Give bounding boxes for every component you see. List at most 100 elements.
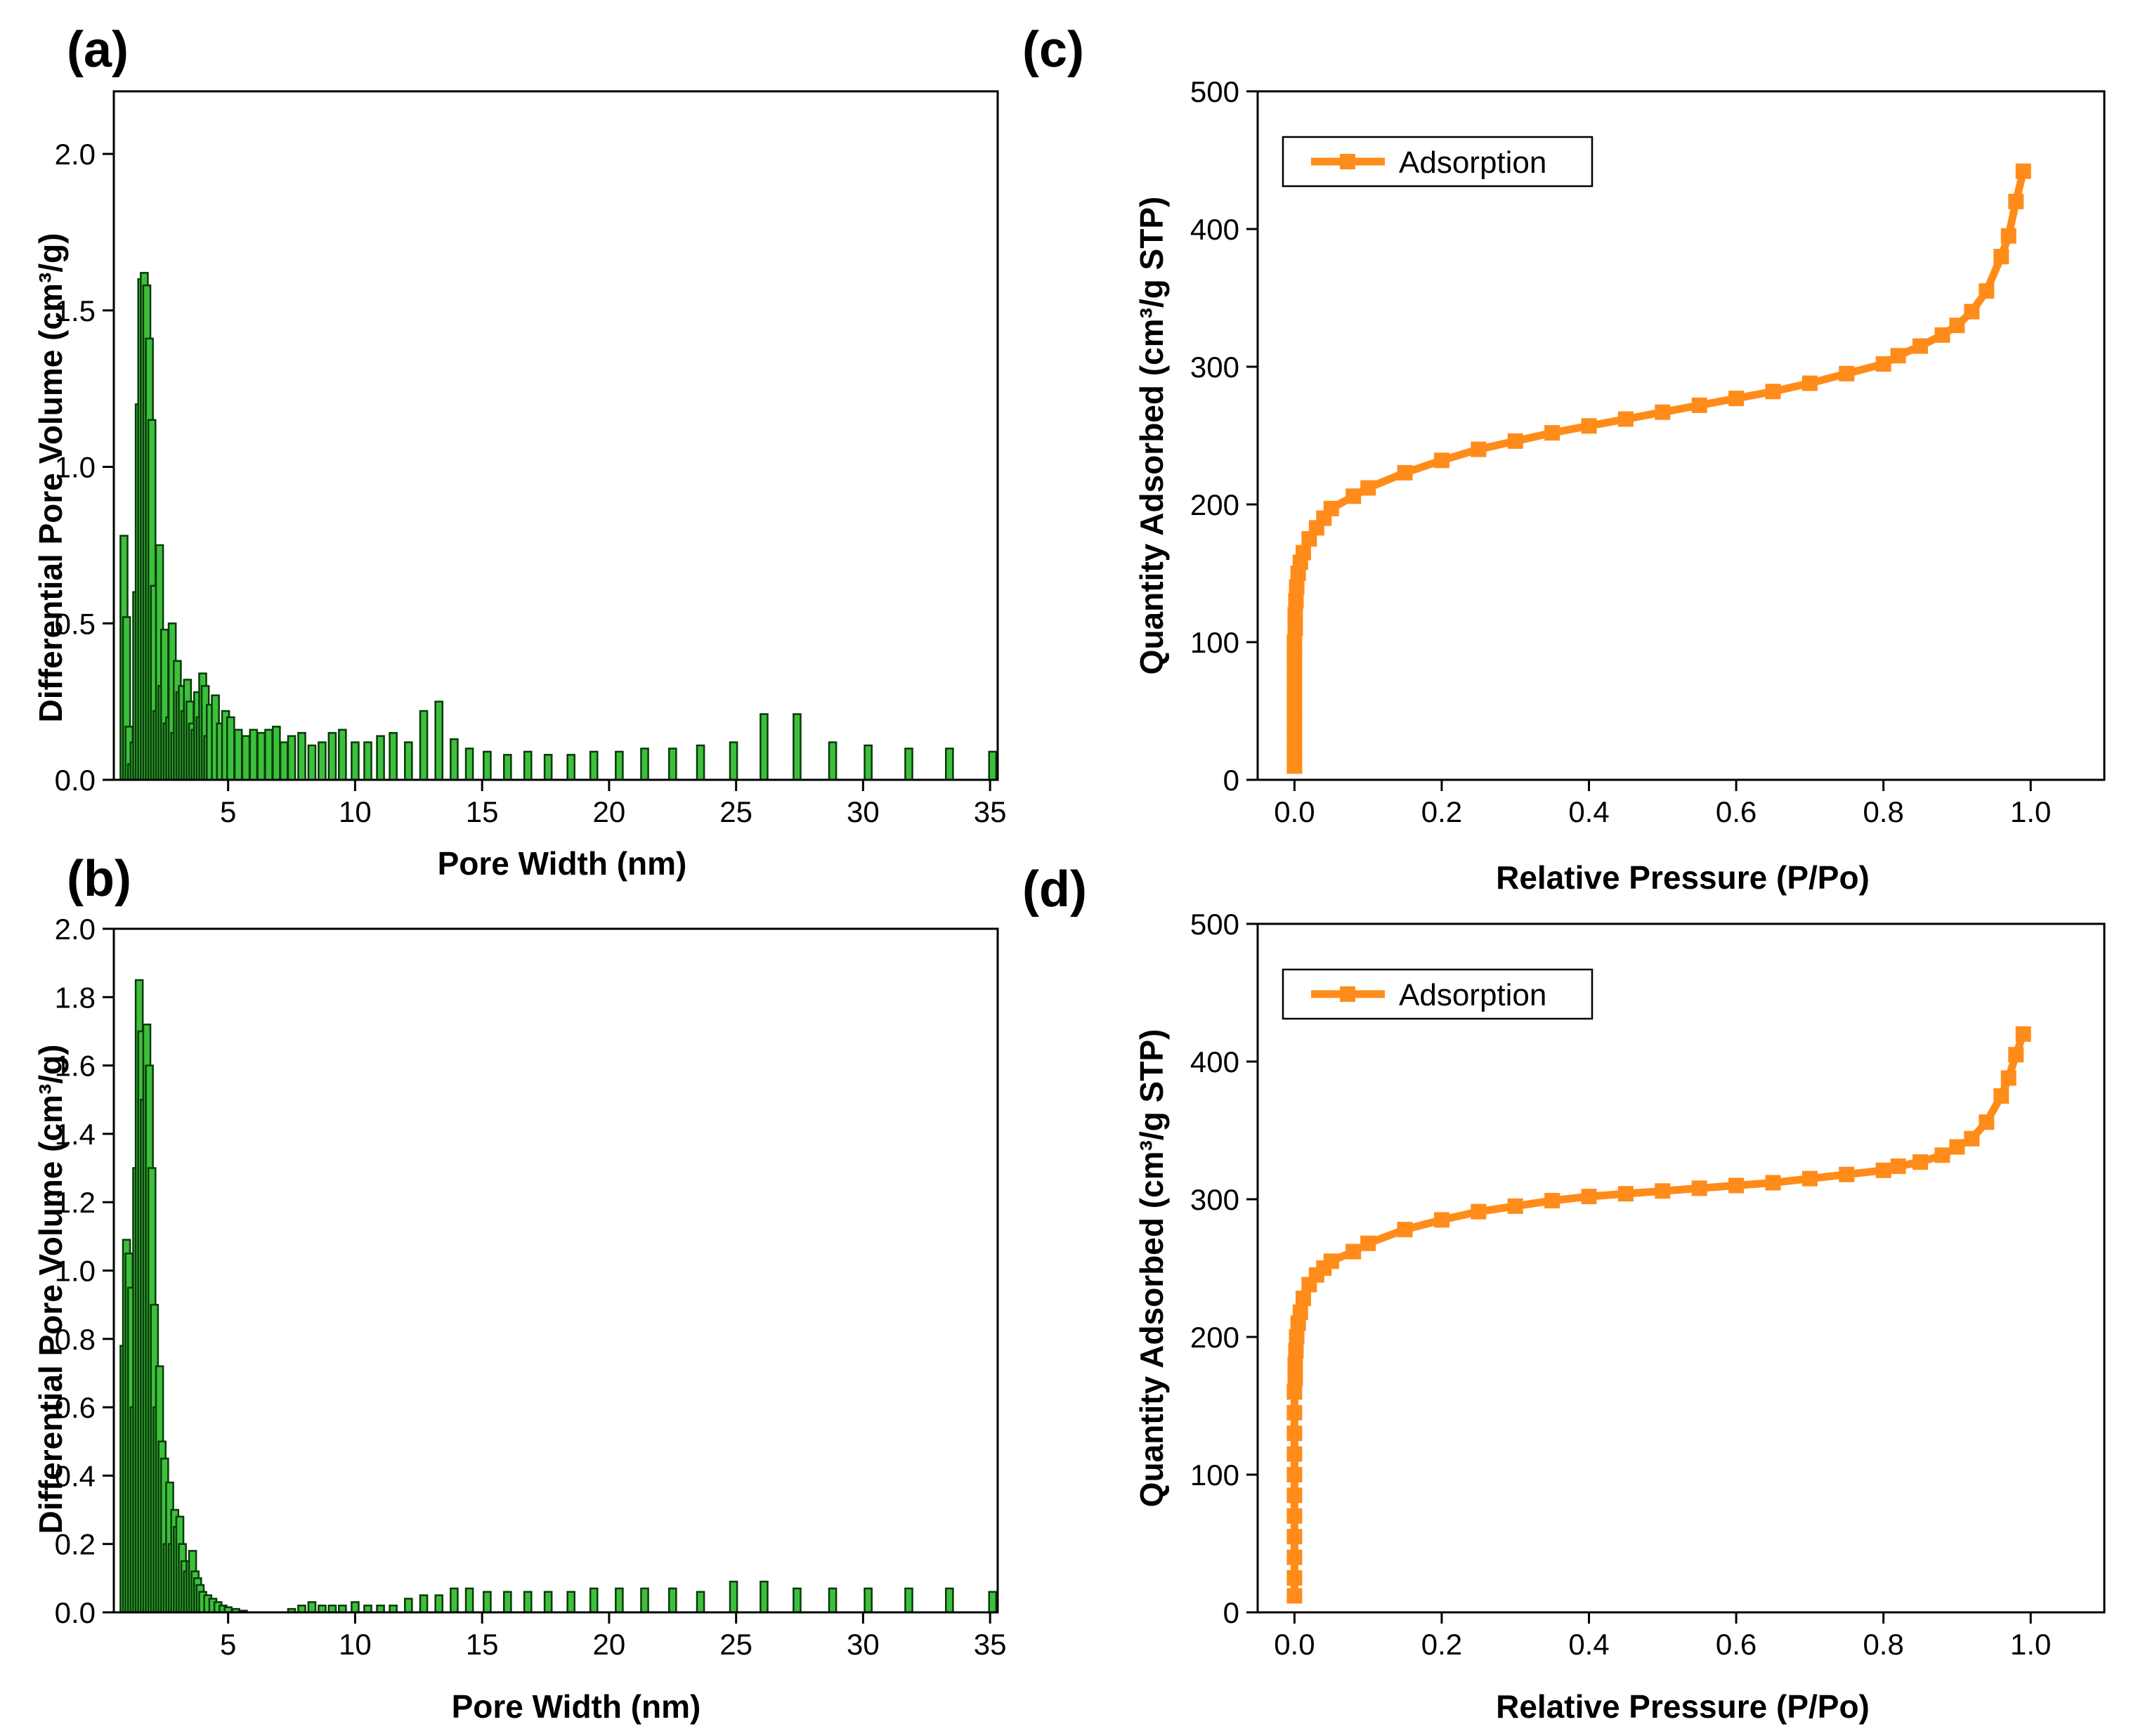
point-d-30 — [1617, 1186, 1634, 1202]
bar-a-56 — [404, 741, 413, 781]
point-c-40 — [1949, 318, 1965, 334]
x-tick-label-b-0: 5 — [220, 1628, 236, 1661]
bar-b-58 — [566, 1591, 576, 1614]
y-tick-label-b-3: 0.6 — [55, 1391, 96, 1424]
x-tick-label-d-2: 0.4 — [1568, 1628, 1609, 1661]
legend-label-d: Adsorption — [1399, 978, 1546, 1012]
bar-b-65 — [760, 1580, 769, 1614]
x-tick-label-c-4: 0.8 — [1863, 795, 1903, 828]
point-d-23 — [1360, 1235, 1376, 1251]
point-d-33 — [1728, 1177, 1745, 1194]
point-c-6 — [1286, 675, 1303, 691]
point-c-42 — [1979, 283, 1995, 299]
bar-b-68 — [864, 1587, 873, 1614]
plot-frame-c — [1256, 90, 2106, 781]
point-c-44 — [2000, 228, 2016, 244]
y-tick-label-c-2: 200 — [1190, 488, 1239, 521]
y-tick-label-c-4: 400 — [1190, 213, 1239, 246]
plot-frame-a — [112, 90, 999, 781]
bar-a-77 — [945, 748, 954, 781]
y-tick-label-d-1: 100 — [1190, 1458, 1239, 1492]
point-d-28 — [1544, 1192, 1560, 1208]
bar-a-40 — [241, 735, 251, 781]
y-tick-label-b-10: 2.0 — [55, 913, 96, 946]
plot-frame-b — [112, 927, 999, 1614]
point-d-32 — [1691, 1180, 1707, 1196]
x-tick-label-b-3: 20 — [593, 1628, 626, 1661]
y-tick-label-b-0: 0.0 — [55, 1596, 96, 1629]
bar-b-67 — [828, 1587, 838, 1614]
x-tick-label-a-5: 30 — [847, 795, 880, 828]
point-c-0 — [1286, 758, 1303, 774]
bar-b-60 — [615, 1587, 624, 1614]
point-d-42 — [1964, 1130, 1980, 1147]
y-tick-label-b-2: 0.4 — [55, 1459, 96, 1492]
point-d-44 — [1993, 1088, 2009, 1104]
bar-a-71 — [729, 741, 738, 781]
point-d-13 — [1288, 1343, 1304, 1359]
y-tick-label-b-7: 1.4 — [55, 1118, 96, 1151]
bar-b-64 — [729, 1580, 738, 1614]
x-tick-label-d-1: 0.2 — [1421, 1628, 1462, 1661]
bar-b-57 — [543, 1591, 553, 1614]
point-c-4 — [1286, 703, 1303, 719]
bar-a-42 — [256, 731, 266, 781]
point-c-7 — [1286, 662, 1303, 678]
bar-a-57 — [419, 710, 429, 781]
point-c-27 — [1544, 425, 1560, 441]
y-tick-label-c-5: 500 — [1190, 75, 1239, 108]
chart-panel-d: (d) Quantity Adsorbed (cm³/g STP) Relati… — [1022, 861, 2106, 1725]
bar-b-50 — [419, 1594, 429, 1614]
legend-label-c: Adsorption — [1399, 145, 1546, 180]
bar-a-67 — [615, 750, 624, 781]
point-c-34 — [1801, 375, 1818, 391]
chart-panel-c: (c) Quantity Adsorbed (cm³/g STP) Relati… — [1022, 22, 2106, 896]
bar-b-62 — [667, 1587, 677, 1614]
x-tick-label-a-2: 15 — [466, 795, 499, 828]
bar-a-45 — [279, 741, 289, 781]
bar-b-69 — [904, 1587, 913, 1614]
chart-panel-b: (b) Differential Pore Volume (cm³/g) Por… — [32, 851, 1007, 1725]
bar-a-49 — [318, 741, 327, 781]
bar-a-61 — [483, 750, 492, 781]
point-c-11 — [1287, 606, 1303, 622]
x-tick-label-d-4: 0.8 — [1863, 1628, 1903, 1661]
x-axis-title-a: Pore Width (nm) — [438, 845, 687, 882]
bar-a-65 — [566, 754, 576, 781]
bar-a-64 — [543, 754, 553, 781]
point-c-35 — [1839, 365, 1855, 381]
x-tick-label-c-2: 0.4 — [1568, 795, 1609, 828]
bar-a-68 — [640, 748, 649, 781]
point-d-8 — [1286, 1425, 1303, 1442]
plot-frame-d — [1256, 922, 2106, 1614]
x-tick-label-c-0: 0.0 — [1274, 795, 1315, 828]
x-tick-label-a-4: 25 — [719, 795, 752, 828]
bar-b-66 — [793, 1587, 802, 1614]
point-d-26 — [1471, 1203, 1487, 1220]
point-d-2 — [1286, 1549, 1303, 1565]
point-c-10 — [1287, 620, 1303, 637]
point-c-29 — [1617, 411, 1634, 427]
y-tick-label-a-0: 0.0 — [55, 764, 96, 797]
point-d-46 — [2008, 1047, 2024, 1063]
point-c-8 — [1286, 648, 1303, 664]
point-d-0 — [1286, 1588, 1303, 1604]
y-tick-label-b-5: 1.0 — [55, 1255, 96, 1288]
bar-a-69 — [667, 748, 677, 781]
legend-swatch-marker-d — [1340, 986, 1355, 1002]
y-tick-label-d-3: 300 — [1190, 1183, 1239, 1216]
point-d-7 — [1286, 1446, 1303, 1462]
bar-a-73 — [793, 713, 802, 781]
y-tick-label-b-4: 0.8 — [55, 1323, 96, 1356]
series-line-d — [1290, 1030, 2028, 1600]
point-c-26 — [1507, 433, 1523, 449]
point-d-43 — [1979, 1114, 1995, 1130]
bar-a-39 — [233, 729, 243, 781]
point-c-31 — [1691, 397, 1707, 413]
bar-b-51 — [434, 1594, 444, 1614]
point-c-13 — [1289, 579, 1305, 595]
point-d-34 — [1765, 1175, 1781, 1191]
panel-label-a: (a) — [67, 22, 129, 78]
point-c-5 — [1286, 689, 1303, 705]
bar-b-45 — [351, 1601, 360, 1614]
